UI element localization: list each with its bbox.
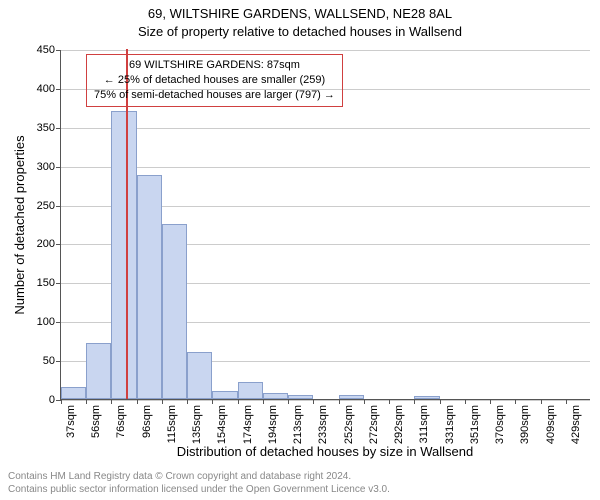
x-tick-mark: [389, 399, 390, 404]
x-tick-mark: [566, 399, 567, 404]
chart-title-description: Size of property relative to detached ho…: [0, 24, 600, 39]
x-tick-label: 409sqm: [545, 405, 557, 444]
x-tick-mark: [515, 399, 516, 404]
y-tick-mark: [56, 244, 61, 245]
histogram-bar: [86, 343, 111, 399]
y-tick-mark: [56, 322, 61, 323]
annotation-box: 69 WILTSHIRE GARDENS: 87sqm ← 25% of det…: [86, 54, 343, 107]
footer-line-1: Contains HM Land Registry data © Crown c…: [8, 471, 390, 484]
histogram-bar: [187, 352, 212, 399]
y-tick-label: 350: [37, 122, 55, 134]
x-tick-mark: [541, 399, 542, 404]
histogram-bar: [137, 175, 162, 399]
x-tick-mark: [61, 399, 62, 404]
y-tick-label: 450: [37, 44, 55, 56]
x-tick-mark: [86, 399, 87, 404]
x-tick-label: 194sqm: [267, 405, 279, 444]
x-tick-label: 252sqm: [343, 405, 355, 444]
x-tick-mark: [339, 399, 340, 404]
gridline: [61, 400, 590, 401]
x-tick-mark: [212, 399, 213, 404]
x-tick-label: 390sqm: [519, 405, 531, 444]
histogram-bar: [263, 393, 288, 399]
x-tick-mark: [414, 399, 415, 404]
x-tick-mark: [465, 399, 466, 404]
y-tick-label: 200: [37, 238, 55, 250]
gridline: [61, 128, 590, 129]
x-tick-mark: [263, 399, 264, 404]
x-tick-label: 331sqm: [444, 405, 456, 444]
x-tick-mark: [490, 399, 491, 404]
x-tick-mark: [364, 399, 365, 404]
histogram-bar: [162, 224, 187, 399]
gridline: [61, 50, 590, 51]
x-tick-mark: [313, 399, 314, 404]
gridline: [61, 167, 590, 168]
y-tick-label: 400: [37, 83, 55, 95]
y-tick-label: 100: [37, 316, 55, 328]
histogram-bar: [339, 395, 364, 399]
annotation-line-2: ← 25% of detached houses are smaller (25…: [94, 73, 335, 88]
plot-area: 69 WILTSHIRE GARDENS: 87sqm ← 25% of det…: [60, 50, 590, 400]
x-tick-label: 292sqm: [393, 405, 405, 444]
footer-line-2: Contains public sector information licen…: [8, 484, 390, 497]
histogram-bar: [288, 395, 313, 399]
x-tick-label: 96sqm: [141, 405, 153, 438]
y-tick-mark: [56, 206, 61, 207]
histogram-bar: [238, 382, 263, 399]
x-tick-label: 370sqm: [494, 405, 506, 444]
x-tick-label: 115sqm: [166, 405, 178, 443]
x-tick-label: 76sqm: [115, 405, 127, 438]
y-tick-mark: [56, 361, 61, 362]
y-tick-label: 250: [37, 200, 55, 212]
footer-attribution: Contains HM Land Registry data © Crown c…: [8, 471, 390, 496]
x-tick-label: 351sqm: [469, 405, 481, 444]
x-tick-mark: [111, 399, 112, 404]
x-tick-label: 311sqm: [418, 405, 430, 443]
x-tick-mark: [137, 399, 138, 404]
x-tick-mark: [238, 399, 239, 404]
x-tick-label: 37sqm: [65, 405, 77, 438]
chart-title-address: 69, WILTSHIRE GARDENS, WALLSEND, NE28 8A…: [0, 6, 600, 21]
x-tick-label: 272sqm: [368, 405, 380, 444]
x-tick-mark: [288, 399, 289, 404]
histogram-bar: [61, 387, 86, 399]
x-tick-label: 135sqm: [191, 405, 203, 444]
x-tick-mark: [440, 399, 441, 404]
y-tick-mark: [56, 128, 61, 129]
x-tick-label: 154sqm: [216, 405, 228, 444]
y-tick-mark: [56, 283, 61, 284]
x-axis-label: Distribution of detached houses by size …: [60, 444, 590, 459]
x-tick-label: 213sqm: [292, 405, 304, 444]
y-tick-label: 150: [37, 277, 55, 289]
histogram-bar: [111, 111, 136, 399]
annotation-line-1: 69 WILTSHIRE GARDENS: 87sqm: [94, 58, 335, 73]
y-tick-mark: [56, 89, 61, 90]
histogram-bar: [414, 396, 439, 399]
x-tick-mark: [162, 399, 163, 404]
x-tick-mark: [187, 399, 188, 404]
histogram-bar: [212, 391, 237, 399]
x-tick-label: 429sqm: [570, 405, 582, 444]
y-tick-mark: [56, 50, 61, 51]
x-tick-label: 233sqm: [317, 405, 329, 444]
y-tick-label: 300: [37, 161, 55, 173]
x-tick-label: 174sqm: [242, 405, 254, 444]
x-tick-label: 56sqm: [90, 405, 102, 438]
annotation-line-3: 75% of semi-detached houses are larger (…: [94, 88, 335, 103]
y-tick-label: 0: [49, 394, 55, 406]
y-axis-label: Number of detached properties: [12, 135, 27, 314]
y-tick-mark: [56, 167, 61, 168]
y-tick-label: 50: [43, 355, 55, 367]
